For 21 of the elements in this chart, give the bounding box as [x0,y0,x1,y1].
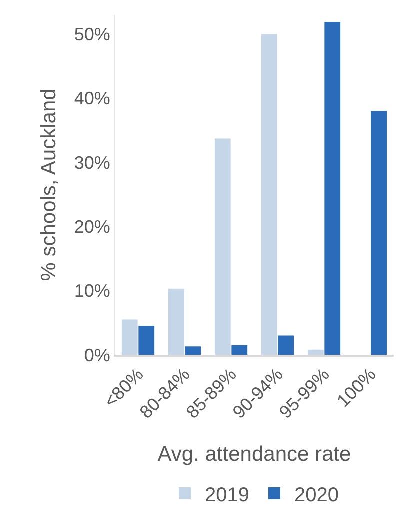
bar [185,346,202,355]
y-tick-label: 0% [84,345,110,366]
bar [308,350,324,355]
y-tick-label: 40% [74,88,110,109]
x-axis-title: Avg. attendance rate [158,443,352,466]
legend-label: 2020 [294,484,339,506]
y-tick-label: 50% [74,24,110,45]
bar [122,320,138,355]
legend-label: 2019 [205,484,250,506]
y-axis-title: % schools, Auckland [38,88,61,282]
bar [138,326,155,355]
bar [371,111,388,355]
y-tick-label: 30% [74,152,110,173]
bar [278,336,294,355]
bar [214,138,231,355]
y-tick-label: 10% [74,281,110,302]
bar [232,345,248,355]
bar [168,288,184,355]
bar [324,22,341,355]
y-tick-label: 20% [74,217,110,237]
bar [261,34,278,355]
